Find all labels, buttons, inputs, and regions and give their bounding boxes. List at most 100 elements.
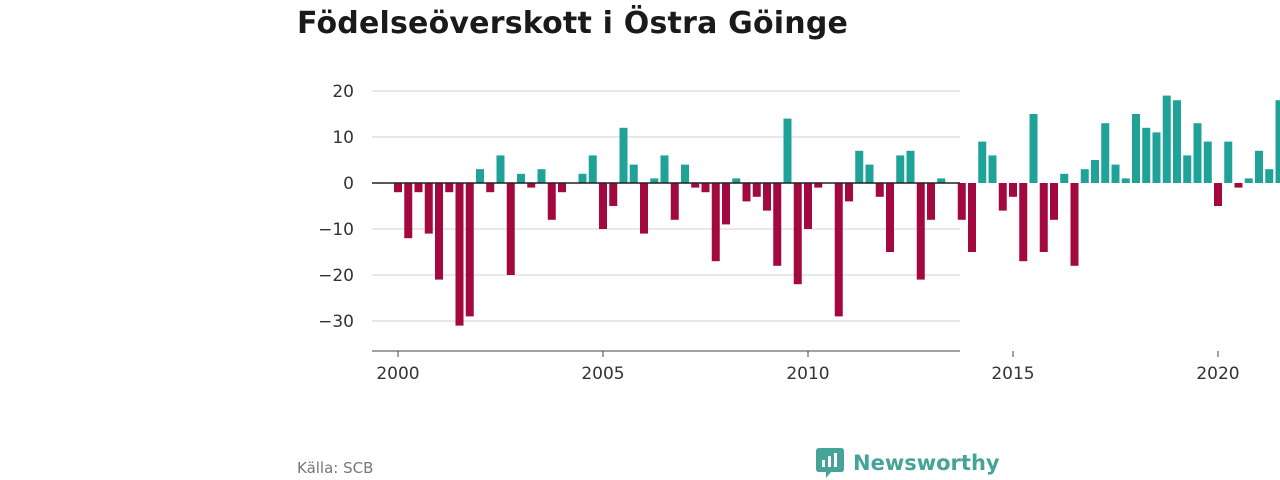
bar — [1244, 178, 1253, 183]
brand-logo[interactable]: Newsworthy — [816, 448, 1000, 478]
bars — [394, 95, 1280, 326]
y-tick-label: −20 — [318, 266, 354, 286]
bar — [537, 169, 546, 183]
bar — [1039, 183, 1048, 252]
bar — [732, 178, 741, 183]
bar — [578, 173, 587, 183]
bar — [1101, 123, 1110, 183]
bar — [855, 150, 864, 183]
bar — [609, 183, 618, 206]
bar — [1234, 183, 1243, 188]
bar — [752, 183, 761, 197]
bar — [1183, 155, 1192, 183]
bar — [619, 127, 628, 183]
bar — [414, 183, 423, 193]
bar — [486, 183, 495, 193]
bar — [1275, 100, 1280, 183]
bar — [1162, 95, 1171, 183]
bar — [650, 178, 659, 183]
bar — [763, 183, 771, 211]
bar — [691, 183, 700, 188]
bar — [517, 173, 525, 183]
source-label: Källa: SCB — [297, 459, 374, 477]
bar — [558, 183, 566, 193]
x-tick-label: 2015 — [991, 364, 1034, 384]
bar — [865, 164, 874, 183]
bar — [927, 183, 935, 220]
bar — [1091, 160, 1099, 183]
bar — [599, 183, 607, 229]
bar — [588, 155, 597, 183]
bar — [1265, 169, 1274, 183]
bar — [916, 183, 925, 280]
bar — [957, 183, 966, 220]
y-tick-label: −10 — [318, 220, 354, 240]
bar — [968, 183, 976, 252]
bar — [804, 183, 812, 229]
bar — [988, 155, 997, 183]
bar — [455, 183, 464, 326]
bar — [742, 183, 751, 202]
bar — [640, 183, 648, 234]
bar — [773, 183, 782, 266]
x-tick-label: 2010 — [786, 364, 829, 384]
bar — [404, 183, 413, 239]
bar — [445, 183, 454, 193]
bar — [424, 183, 433, 234]
bar — [793, 183, 802, 285]
bar — [547, 183, 556, 220]
bar — [527, 183, 536, 188]
y-tick-label: 20 — [332, 82, 354, 102]
bar — [1203, 141, 1212, 183]
bar — [906, 150, 915, 183]
bar — [1019, 183, 1028, 262]
y-tick-label: 10 — [332, 128, 354, 148]
bar — [660, 155, 669, 183]
bar — [1142, 127, 1151, 183]
y-tick-label: −30 — [318, 312, 354, 332]
y-tick-label: 0 — [343, 174, 354, 194]
bar — [1111, 164, 1120, 183]
bar — [1224, 141, 1233, 183]
bar — [875, 183, 884, 197]
bar — [496, 155, 505, 183]
bar — [845, 183, 853, 202]
bar — [465, 183, 474, 317]
bar — [1255, 150, 1263, 183]
bar — [681, 164, 689, 183]
bar — [1152, 132, 1161, 183]
bar — [814, 183, 823, 188]
bar — [394, 183, 402, 193]
bar — [886, 183, 894, 252]
x-tick-label: 2005 — [581, 364, 624, 384]
chart-title: Födelseöverskott i Östra Göinge — [297, 6, 849, 41]
bar — [834, 183, 843, 317]
bar — [670, 183, 679, 220]
bar — [937, 178, 946, 183]
bar — [629, 164, 638, 183]
bar — [978, 141, 987, 183]
bar — [998, 183, 1007, 211]
bar — [722, 183, 730, 225]
bar — [701, 183, 710, 193]
bar — [711, 183, 720, 262]
x-tick-label: 2020 — [1196, 364, 1239, 384]
bar — [1009, 183, 1017, 197]
brand-name: Newsworthy — [853, 451, 1000, 475]
bar — [1214, 183, 1222, 206]
bar — [896, 155, 905, 183]
bar — [1132, 114, 1140, 183]
bar — [1121, 178, 1130, 183]
bar — [1193, 123, 1202, 183]
bar — [1070, 183, 1079, 266]
bar — [1060, 173, 1069, 183]
bar — [435, 183, 443, 280]
x-tick-label: 2000 — [376, 364, 419, 384]
bar — [1173, 100, 1181, 183]
bar — [506, 183, 515, 275]
bar — [1080, 169, 1089, 183]
bar — [476, 169, 484, 183]
newsworthy-logo-icon — [816, 448, 844, 478]
